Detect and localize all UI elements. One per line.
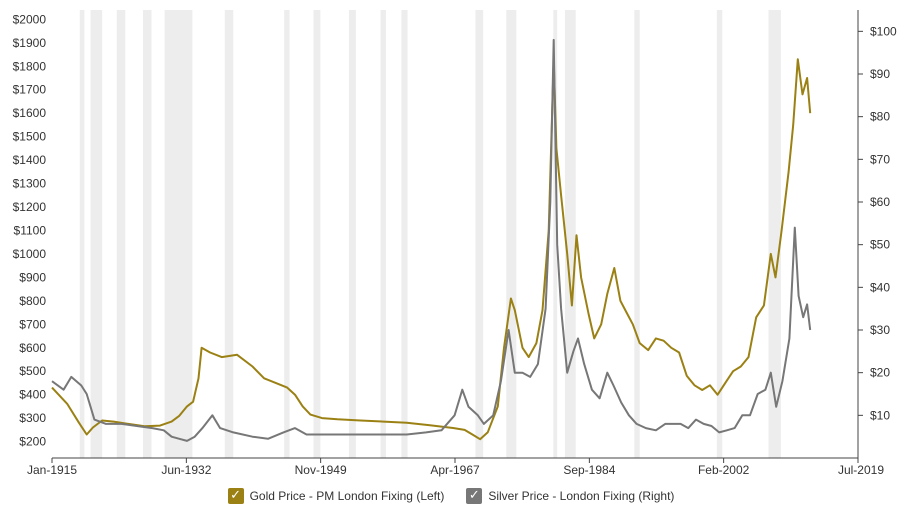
left-axis-tick-label: $1900 bbox=[13, 36, 47, 50]
recession-band bbox=[348, 10, 356, 458]
left-axis-tick-label: $900 bbox=[19, 270, 46, 284]
right-axis-tick-label: $10 bbox=[870, 408, 890, 422]
right-axis-tick-label: $40 bbox=[870, 280, 890, 294]
left-axis-tick-label: $500 bbox=[19, 364, 46, 378]
right-axis-tick-label: $80 bbox=[870, 110, 890, 124]
right-axis-tick-label: $30 bbox=[870, 323, 890, 337]
left-axis-tick-label: $1500 bbox=[13, 130, 47, 144]
x-axis-tick-label: Jul-2019 bbox=[838, 463, 884, 477]
recession-band bbox=[116, 10, 126, 458]
recession-band bbox=[90, 10, 103, 458]
left-axis-tick-label: $600 bbox=[19, 341, 46, 355]
recession-band bbox=[143, 10, 152, 458]
legend: ✓ Gold Price - PM London Fixing (Left) ✓… bbox=[0, 488, 902, 504]
x-axis-tick-label: Jun-1932 bbox=[161, 463, 211, 477]
recession-band bbox=[564, 10, 576, 458]
recession-band bbox=[716, 10, 723, 458]
x-axis-tick-label: Feb-2002 bbox=[698, 463, 750, 477]
recession-band bbox=[79, 10, 85, 458]
silver-price-line bbox=[51, 38, 812, 442]
left-axis-tick-label: $1700 bbox=[13, 83, 47, 97]
legend-item-gold[interactable]: ✓ Gold Price - PM London Fixing (Left) bbox=[227, 488, 445, 504]
recession-band bbox=[224, 10, 234, 458]
recession-band bbox=[768, 10, 781, 458]
x-axis-tick-label: Nov-1949 bbox=[295, 463, 347, 477]
recession-band bbox=[313, 10, 321, 458]
recession-band bbox=[164, 10, 193, 458]
x-axis-tick-label: Jan-1915 bbox=[27, 463, 77, 477]
recession-band bbox=[284, 10, 290, 458]
left-axis-tick-label: $1800 bbox=[13, 59, 47, 73]
left-axis-tick-label: $1600 bbox=[13, 106, 47, 120]
right-axis-tick-label: $60 bbox=[870, 195, 890, 209]
legend-item-silver[interactable]: ✓ Silver Price - London Fixing (Right) bbox=[466, 488, 674, 504]
checkbox-checked-icon[interactable]: ✓ bbox=[466, 488, 483, 504]
recession-band bbox=[401, 10, 408, 458]
legend-label-silver: Silver Price - London Fixing (Right) bbox=[488, 489, 675, 503]
right-axis-tick-label: $50 bbox=[870, 238, 890, 252]
right-axis-tick-label: $20 bbox=[870, 366, 890, 380]
left-axis-tick-label: $300 bbox=[19, 411, 46, 425]
left-axis-tick-label: $200 bbox=[19, 435, 46, 449]
right-axis-tick-label: $90 bbox=[870, 67, 890, 81]
recession-band bbox=[553, 10, 558, 458]
right-axis-tick-label: $100 bbox=[870, 24, 897, 38]
gold-price-line bbox=[51, 58, 812, 441]
right-axis-tick-label: $70 bbox=[870, 152, 890, 166]
left-axis-tick-label: $1400 bbox=[13, 153, 47, 167]
x-axis-tick-label: Sep-1984 bbox=[563, 463, 615, 477]
left-axis-tick-label: $1200 bbox=[13, 200, 47, 214]
left-axis-tick-label: $2000 bbox=[13, 12, 47, 26]
chart-axes: $200 $300 $400 $500 $600 $700 $800 $900 $1000 $11… bbox=[13, 10, 897, 477]
recession-band bbox=[634, 10, 640, 458]
left-axis-tick-label: $1300 bbox=[13, 177, 47, 191]
checkbox-checked-icon[interactable]: ✓ bbox=[227, 488, 244, 504]
left-axis-tick-label: $700 bbox=[19, 317, 46, 331]
x-axis-tick-label: Apr-1967 bbox=[430, 463, 480, 477]
left-axis-tick-label: $1000 bbox=[13, 247, 47, 261]
recession-bands bbox=[79, 10, 781, 458]
series-lines bbox=[51, 38, 812, 442]
legend-label-gold: Gold Price - PM London Fixing (Left) bbox=[249, 489, 445, 503]
left-axis-tick-label: $1100 bbox=[14, 223, 47, 237]
recession-band bbox=[506, 10, 517, 458]
left-axis-tick-label: $800 bbox=[19, 294, 46, 308]
recession-band bbox=[475, 10, 484, 458]
left-axis-tick-label: $400 bbox=[19, 388, 46, 402]
recession-band bbox=[380, 10, 386, 458]
